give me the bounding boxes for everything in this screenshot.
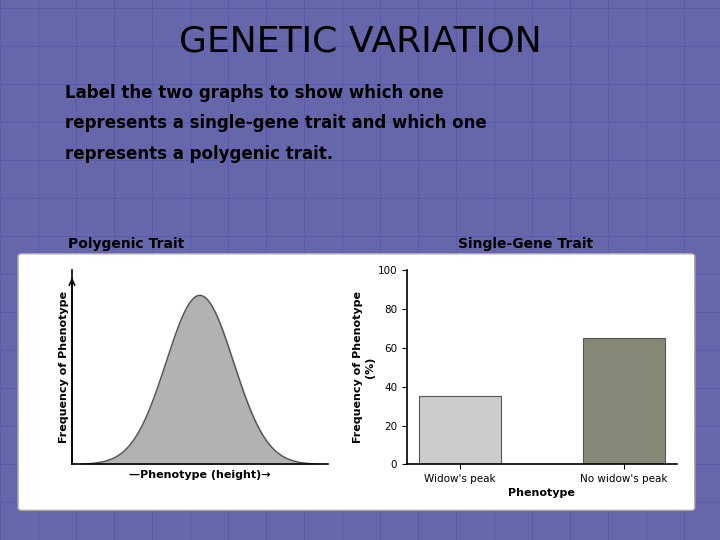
Bar bbox=[419, 396, 501, 464]
Bar bbox=[582, 338, 665, 464]
Y-axis label: Frequency of Phenotype
(%): Frequency of Phenotype (%) bbox=[353, 291, 374, 443]
Text: Single-Gene Trait: Single-Gene Trait bbox=[458, 237, 593, 251]
X-axis label: —Phenotype (height)→: —Phenotype (height)→ bbox=[129, 470, 271, 480]
Text: Label the two graphs to show which one: Label the two graphs to show which one bbox=[65, 84, 444, 102]
Text: GENETIC VARIATION: GENETIC VARIATION bbox=[179, 24, 541, 58]
Text: represents a single-gene trait and which one: represents a single-gene trait and which… bbox=[65, 114, 487, 132]
Y-axis label: Frequency of Phenotype: Frequency of Phenotype bbox=[59, 291, 69, 443]
Text: Polygenic Trait: Polygenic Trait bbox=[68, 237, 184, 251]
X-axis label: Phenotype: Phenotype bbox=[508, 488, 575, 498]
Text: represents a polygenic trait.: represents a polygenic trait. bbox=[65, 145, 333, 163]
